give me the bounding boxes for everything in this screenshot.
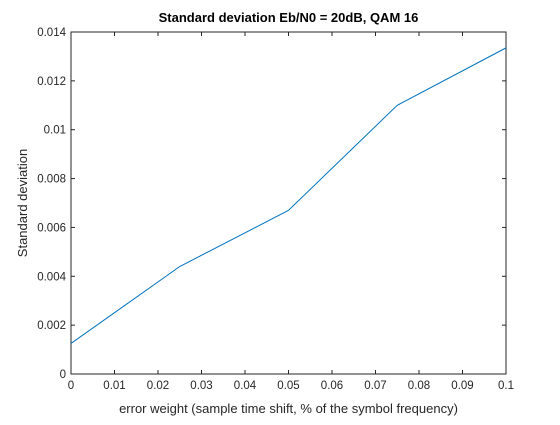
x-tick-label: 0.07 <box>364 380 386 392</box>
y-tick-label: 0.004 <box>37 271 66 283</box>
x-tick-label: 0.02 <box>147 380 169 392</box>
x-tick-label: 0.03 <box>190 380 212 392</box>
series-line <box>70 47 507 344</box>
x-axis-ticks: 0 0.01 0.02 0.03 0.04 0.05 0.06 0.07 0.08 0.09 0.1 <box>68 32 514 392</box>
y-tick-label: 0.01 <box>44 125 66 137</box>
x-tick-label: 0.08 <box>408 380 430 392</box>
x-tick-label: 0.05 <box>277 380 299 392</box>
chart-title: Standard deviation Eb/N0 = 20dB, QAM 16 <box>159 10 419 25</box>
x-tick-label: 0.06 <box>321 380 343 392</box>
x-tick-label: 0.04 <box>234 380 257 392</box>
x-tick-label: 0.09 <box>451 380 473 392</box>
plot-area <box>70 31 507 375</box>
y-tick-label: 0.008 <box>37 174 66 186</box>
y-axis-label: Standard deviation <box>15 149 30 257</box>
y-tick-label: 0 <box>60 369 66 381</box>
x-tick-label: 0.01 <box>103 380 125 392</box>
y-tick-label: 0.014 <box>37 27 66 39</box>
y-axis-ticks: 0 0.002 0.004 0.006 0.008 0.01 0.012 0.014 <box>37 27 506 381</box>
series-group <box>70 47 507 344</box>
y-tick-label: 0.002 <box>37 320 66 332</box>
y-tick-label: 0.006 <box>37 222 66 234</box>
x-tick-label: 0 <box>68 380 74 392</box>
x-axis-label: error weight (sample time shift, % of th… <box>119 401 458 416</box>
y-tick-label: 0.012 <box>37 76 66 88</box>
x-tick-label: 0.1 <box>498 380 514 392</box>
